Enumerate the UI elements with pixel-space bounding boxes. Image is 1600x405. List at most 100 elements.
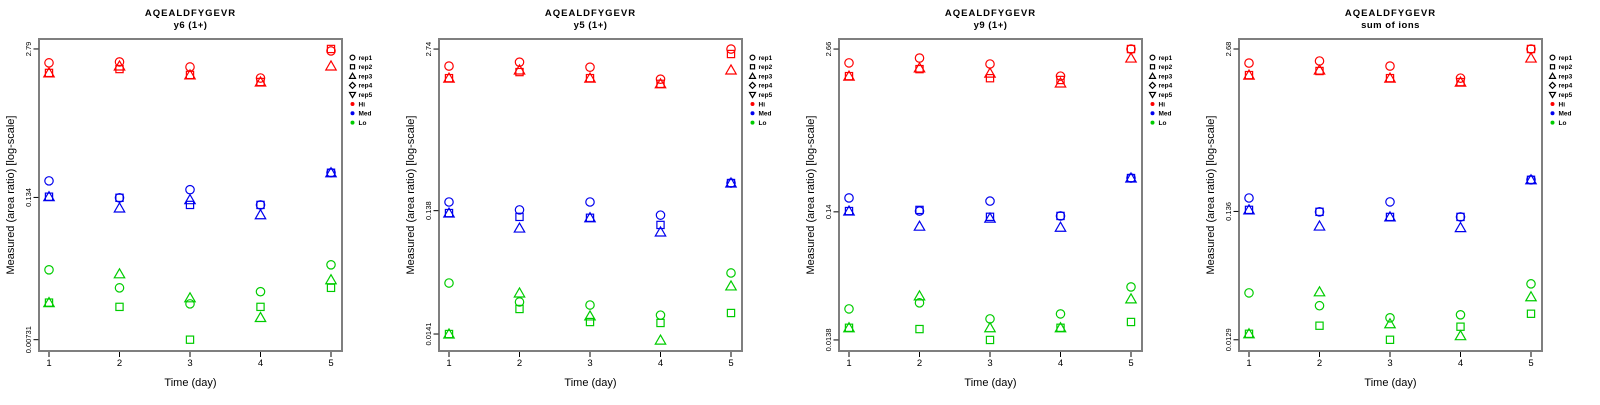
point-Lo-triangle-up-day4 [254,311,267,323]
y-axis-label: Measured (area ratio) [log-scale] [1205,116,1217,275]
point-Med-triangle-up-day5 [1124,171,1138,183]
legend-Med-dot-icon [750,111,755,116]
y-tick-label: 0.00731 [24,326,33,353]
point-Med-circle-day1 [444,197,454,207]
legend-label-rep5: rep5 [1159,92,1173,99]
point-Lo-triangle-up-day3 [983,321,997,333]
point-Med-circle-day3 [1385,197,1395,207]
point-Med-triangle-up-day4 [1454,221,1467,233]
point-Med-triangle-up-day4 [254,208,267,220]
point-Lo-square-day4 [656,318,665,328]
point-Hi-circle-day1 [844,58,854,68]
point-Med-circle-day4 [655,210,666,220]
legend-label-Lo: Lo [1159,120,1167,127]
y-tick-label: 2.79 [24,42,33,57]
legend-label-rep4: rep4 [1159,83,1173,90]
point-Hi-triangle-up-day5 [724,63,738,75]
legend-label-rep2: rep2 [1559,64,1573,71]
x-tick-label: 1 [446,358,451,369]
legend-label-rep3: rep3 [759,73,773,80]
point-Hi-triangle-up-day4 [254,75,267,87]
chart-panel-4: AQEALDFYGEVR sum of ions 2.68 0.136 0.0129 1 2… [1200,0,1600,400]
point-Hi-square-day5 [326,44,336,54]
point-Lo-triangle-up-day5 [1124,292,1138,304]
legend-label-rep3: rep3 [1559,73,1573,80]
legend-label-Hi: Hi [1559,101,1566,108]
point-Lo-square-day2 [1315,321,1324,330]
point-Lo-square-day3 [585,317,595,327]
point-Hi-circle-day2 [914,53,925,63]
point-Lo-triangle-up-day1 [1242,327,1256,339]
legend-rep5-marker-icon [348,91,357,99]
y-axis-label: Measured (area ratio) [log-scale] [5,116,17,275]
point-Lo-triangle-up-day1 [842,321,856,333]
x-tick-label: 4 [1058,358,1063,369]
legend-rep1-marker-icon [1549,54,1556,61]
legend-Med-dot-icon [1150,111,1155,116]
legend-rep5-marker-icon [1148,91,1157,99]
point-Hi-square-day4 [1056,75,1065,85]
point-Med-triangle-up-day3 [183,193,197,205]
point-Hi-triangle-up-day2 [1313,63,1326,75]
point-Hi-triangle-up-day3 [583,71,597,83]
point-Med-triangle-up-day1 [842,204,856,216]
x-tick-label: 5 [1128,358,1133,369]
x-tick-label: 2 [517,358,522,369]
point-Med-circle-day2 [114,193,125,203]
point-Hi-triangle-up-day1 [442,71,456,83]
point-Lo-circle-day2 [514,297,525,307]
y-tick-label: 0.134 [24,188,33,207]
point-Med-circle-day2 [1314,207,1325,217]
y-tick-label: 0.14 [824,205,833,220]
x-tick-label: 4 [658,358,663,369]
x-tick-label: 1 [46,358,51,369]
x-axis-label: Time (day) [164,377,216,389]
point-Lo-square-day4 [1456,322,1465,331]
point-Hi-triangle-up-day2 [113,59,126,71]
plot-box [438,38,743,352]
point-Med-square-day3 [185,200,195,210]
legend-Lo-dot-icon [1550,120,1555,125]
point-Med-circle-day3 [985,196,995,206]
point-Lo-circle-day1 [844,304,854,314]
point-Hi-triangle-up-day4 [1454,75,1467,87]
point-Med-circle-day4 [1055,211,1066,221]
legend-label-rep2: rep2 [1159,64,1173,71]
point-Med-square-day4 [256,200,265,210]
point-Med-triangle-up-day1 [42,190,56,202]
x-tick-label: 3 [187,358,192,369]
point-Lo-circle-day5 [1526,279,1536,289]
point-Med-square-day2 [115,193,124,203]
point-Med-triangle-up-day5 [324,166,338,178]
point-Lo-circle-day5 [726,268,736,278]
point-Med-square-day4 [656,220,665,230]
panel-title: AQEALDFYGEVR [1345,8,1436,19]
legend-label-Med: Med [1159,111,1172,118]
point-Lo-circle-day3 [585,300,595,310]
plot-box [38,38,343,352]
point-Hi-triangle-up-day2 [513,63,526,75]
legend-label-Hi: Hi [359,101,366,108]
point-Hi-circle-day1 [444,61,454,71]
point-Med-square-day2 [515,212,524,222]
legend-label-rep2: rep2 [359,64,373,71]
point-Med-triangle-up-day2 [913,219,926,231]
point-Lo-circle-day4 [655,310,666,320]
legend-rep5-marker-icon [748,91,757,99]
point-Med-triangle-up-day4 [654,225,667,237]
point-Med-square-day4 [1056,211,1065,221]
point-Lo-circle-day5 [326,259,336,270]
point-Med-circle-day1 [1244,193,1254,203]
point-Hi-triangle-up-day3 [983,66,997,78]
point-Lo-circle-day2 [914,298,925,308]
point-Hi-triangle-up-day1 [1242,68,1256,80]
point-Lo-square-day5 [326,283,336,293]
point-Hi-circle-day1 [44,58,54,68]
legend-label-rep3: rep3 [359,73,373,80]
y-tick-label: 2.66 [824,42,833,57]
legend-rep5-marker-icon [1548,91,1557,99]
chart-panel-2: AQEALDFYGEVR y5 (1+) 2.74 0.138 0.0141 1 2 3 4 5 M… [400,0,800,400]
y-tick-label: 0.138 [424,201,433,220]
point-Lo-triangle-up-day4 [654,333,667,345]
